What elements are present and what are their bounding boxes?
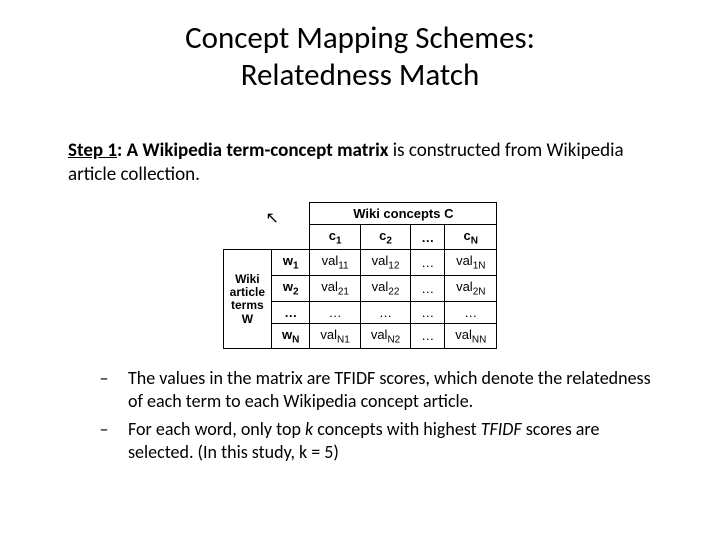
matrix-cell: … xyxy=(445,301,497,323)
slide-title: Concept Mapping Schemes: Relatedness Mat… xyxy=(60,20,660,94)
row-header: wN xyxy=(272,323,310,349)
row-header: … xyxy=(272,301,310,323)
col-header: c2 xyxy=(360,224,410,250)
matrix-cell: val2N xyxy=(445,276,497,302)
matrix-container: ↖ Wiki concepts C c1 c2 … cN Wiki articl… xyxy=(60,202,660,349)
matrix-top-header: Wiki concepts C xyxy=(310,202,497,224)
matrix-cell: valNN xyxy=(445,323,497,349)
matrix-cell: … xyxy=(411,250,445,276)
matrix-cell: val21 xyxy=(310,276,360,302)
col-header: cN xyxy=(445,224,497,250)
matrix-cell: valN1 xyxy=(310,323,360,349)
matrix-cell: … xyxy=(411,323,445,349)
bullet-item: – For each word, only top k concepts wit… xyxy=(80,418,660,463)
matrix-cell: … xyxy=(310,301,360,323)
matrix-cell: valN2 xyxy=(360,323,410,349)
bullet-item: – The values in the matrix are TFIDF sco… xyxy=(80,367,660,412)
row-header: w2 xyxy=(272,276,310,302)
bullet-dash: – xyxy=(80,367,128,412)
title-line-1: Concept Mapping Schemes: xyxy=(185,19,535,57)
bullet-text: The values in the matrix are TFIDF score… xyxy=(128,367,660,412)
col-header: … xyxy=(411,224,445,250)
matrix-cell: val22 xyxy=(360,276,410,302)
matrix-cell: val1N xyxy=(445,250,497,276)
row-header: w1 xyxy=(272,250,310,276)
step-paragraph: Step 1: A Wikipedia term-concept matrix … xyxy=(60,139,660,187)
step-label: Step 1: A Wikipedia term-concept matrix xyxy=(68,139,388,162)
col-header: c1 xyxy=(310,224,360,250)
bullet-list: – The values in the matrix are TFIDF sco… xyxy=(60,367,660,463)
term-concept-matrix: ↖ Wiki concepts C c1 c2 … cN Wiki articl… xyxy=(223,202,498,349)
matrix-cell: … xyxy=(360,301,410,323)
matrix-cell: val11 xyxy=(310,250,360,276)
matrix-cell: … xyxy=(411,301,445,323)
bullet-dash: – xyxy=(80,418,128,463)
matrix-cell: val12 xyxy=(360,250,410,276)
bullet-text: For each word, only top k concepts with … xyxy=(128,418,660,463)
matrix-left-header: Wiki article terms W xyxy=(223,250,271,349)
title-line-2: Relatedness Match xyxy=(241,56,480,94)
matrix-cell: … xyxy=(411,276,445,302)
